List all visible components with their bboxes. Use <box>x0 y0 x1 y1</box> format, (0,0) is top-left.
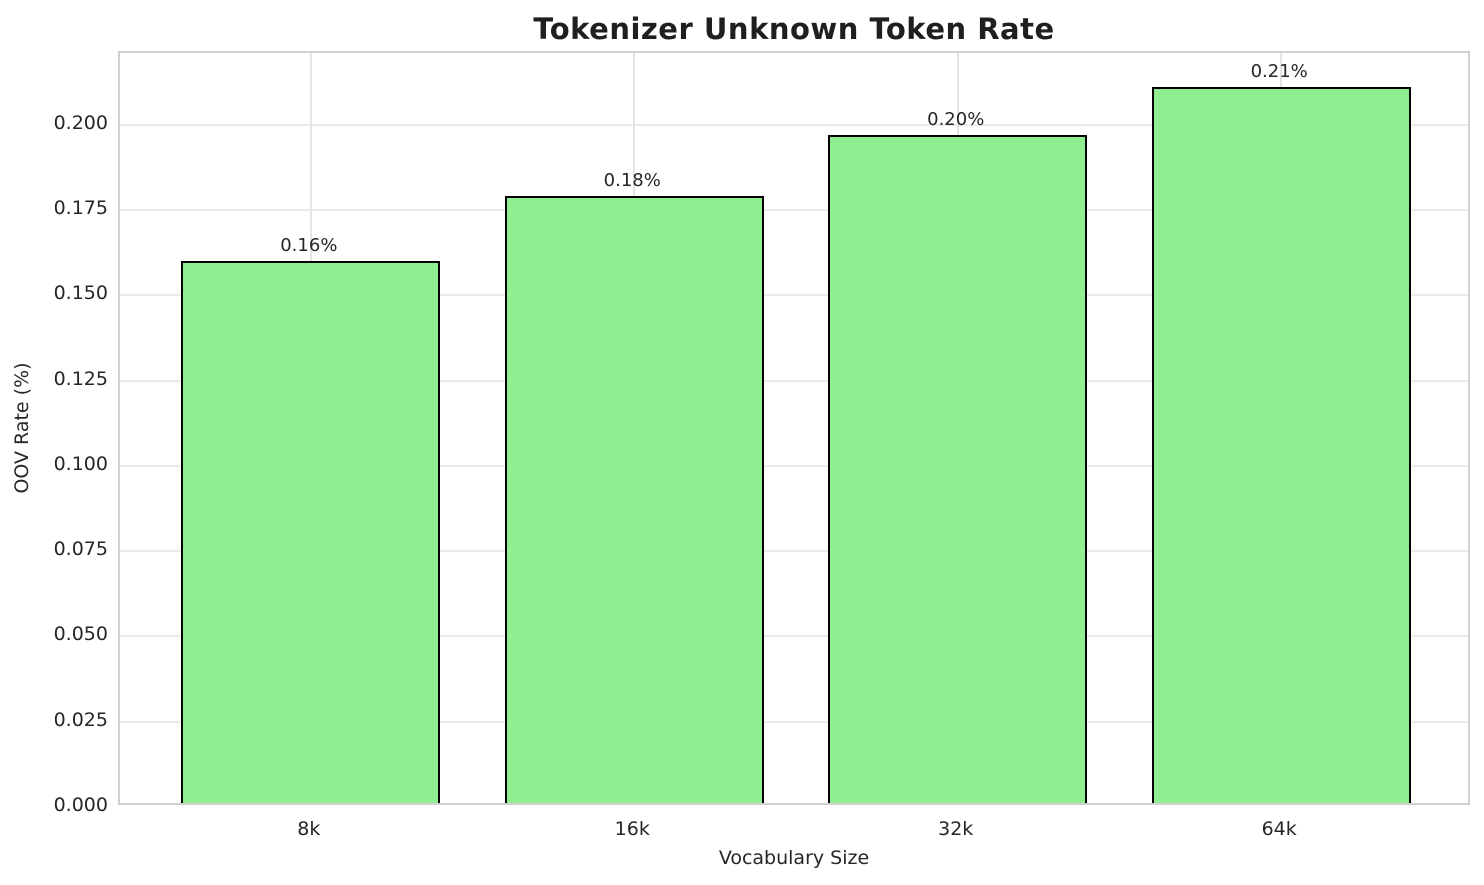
bar-8k <box>181 260 441 803</box>
x-tick-label-16k: 16k <box>614 818 650 840</box>
y-tick-label: 0.175 <box>53 197 108 220</box>
chart-title: Tokenizer Unknown Token Rate <box>533 12 1055 46</box>
plot-area <box>118 51 1470 805</box>
bar-value-label: 0.16% <box>280 234 338 256</box>
y-gridline <box>120 464 1468 467</box>
y-axis-label: OOV Rate (%) <box>11 362 33 494</box>
bar-value-label: 0.18% <box>603 169 661 191</box>
bar-32k <box>828 134 1088 803</box>
y-tick-label: 0.200 <box>53 111 108 134</box>
y-gridline <box>120 209 1468 212</box>
y-tick-label: 0.150 <box>53 282 108 305</box>
x-tick-label-32k: 32k <box>938 818 974 840</box>
y-gridline <box>120 379 1468 382</box>
bar-value-label: 0.21% <box>1250 60 1308 82</box>
bar-16k <box>504 195 764 803</box>
y-tick-label: 0.100 <box>53 452 108 475</box>
y-tick-label: 0.000 <box>53 794 108 816</box>
y-gridline <box>120 123 1468 126</box>
y-tick-label: 0.025 <box>53 708 108 731</box>
bar-64k <box>1151 86 1411 803</box>
x-axis-label: Vocabulary Size <box>718 847 870 869</box>
y-gridline <box>120 294 1468 297</box>
y-gridline <box>120 550 1468 553</box>
y-tick-label: 0.050 <box>53 623 108 646</box>
y-gridline <box>120 635 1468 638</box>
y-gridline <box>120 720 1468 723</box>
y-tick-label: 0.125 <box>53 367 108 390</box>
y-tick-label: 0.075 <box>53 538 108 561</box>
x-tick-label-8k: 8k <box>297 818 321 840</box>
bar-value-label: 0.20% <box>927 108 985 130</box>
x-tick-label-64k: 64k <box>1261 818 1297 840</box>
